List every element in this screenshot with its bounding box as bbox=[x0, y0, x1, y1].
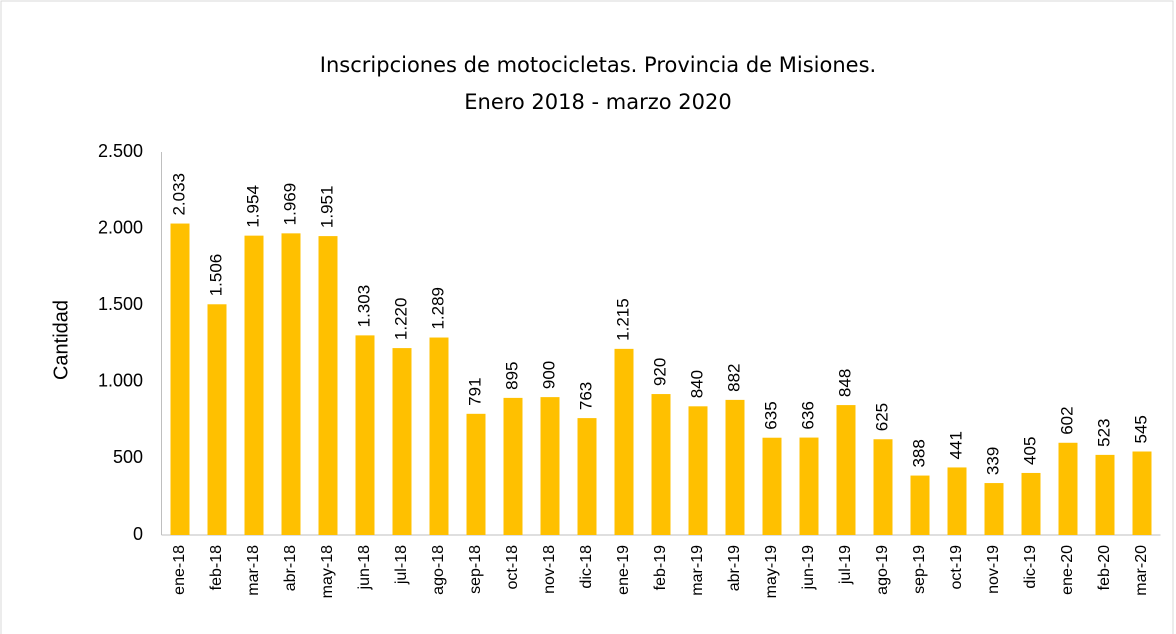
data-label: 1.951 bbox=[317, 186, 336, 229]
x-tick-label: abr-18 bbox=[282, 545, 299, 591]
bar bbox=[1021, 472, 1041, 535]
x-tick-label: mar-18 bbox=[245, 545, 262, 596]
x-tick-label: ago-19 bbox=[874, 545, 891, 595]
data-label: 405 bbox=[1020, 437, 1039, 465]
x-tick-label: may-18 bbox=[319, 545, 336, 598]
bar bbox=[947, 467, 967, 535]
y-tick-label: 500 bbox=[113, 447, 143, 467]
data-label: 1.289 bbox=[428, 287, 447, 330]
bar bbox=[170, 223, 190, 535]
bar bbox=[984, 483, 1004, 535]
bar bbox=[503, 397, 523, 535]
x-tick-label: ene-19 bbox=[615, 545, 632, 595]
bar bbox=[466, 413, 486, 535]
chart-subtitle: Enero 2018 - marzo 2020 bbox=[464, 90, 732, 114]
x-tick-label: mar-20 bbox=[1133, 545, 1150, 596]
bar bbox=[614, 348, 634, 535]
data-label: 900 bbox=[539, 361, 558, 389]
bar bbox=[540, 397, 560, 535]
x-tick-label: sep-19 bbox=[911, 545, 928, 594]
x-tick-label: dic-18 bbox=[578, 545, 595, 589]
x-tick-label: jul-18 bbox=[393, 545, 410, 585]
data-label: 763 bbox=[576, 382, 595, 410]
data-label: 625 bbox=[872, 403, 891, 431]
data-label: 636 bbox=[798, 401, 817, 429]
chart-title: Inscripciones de motocicletas. Provincia… bbox=[320, 53, 876, 77]
x-tick-label: feb-20 bbox=[1096, 545, 1113, 590]
bar bbox=[355, 335, 375, 535]
data-label: 602 bbox=[1057, 406, 1076, 434]
bar bbox=[244, 235, 264, 535]
data-label: 388 bbox=[909, 439, 928, 467]
bar bbox=[873, 439, 893, 535]
data-label: 840 bbox=[687, 370, 706, 398]
x-tick-label: ago-18 bbox=[430, 545, 447, 595]
data-label: 545 bbox=[1131, 415, 1150, 443]
data-label: 1.969 bbox=[280, 183, 299, 226]
data-label: 1.506 bbox=[206, 254, 225, 297]
data-label: 635 bbox=[761, 401, 780, 429]
data-label: 339 bbox=[983, 447, 1002, 475]
x-tick-label: nov-18 bbox=[541, 545, 558, 594]
y-tick-label: 1.500 bbox=[98, 294, 143, 314]
bar bbox=[318, 236, 338, 535]
data-label: 2.033 bbox=[169, 173, 188, 216]
x-tick-label: mar-19 bbox=[689, 545, 706, 596]
data-label: 1.954 bbox=[243, 185, 262, 228]
x-tick-label: ene-20 bbox=[1059, 545, 1076, 595]
bar bbox=[577, 418, 597, 535]
x-tick-label: ene-18 bbox=[171, 545, 188, 595]
data-label: 920 bbox=[650, 358, 669, 386]
x-tick-label: jun-18 bbox=[356, 545, 373, 591]
bar bbox=[1095, 454, 1115, 535]
x-tick-label: oct-19 bbox=[948, 545, 965, 590]
bar bbox=[207, 304, 227, 535]
data-label: 882 bbox=[724, 364, 743, 392]
x-tick-label: jun-19 bbox=[800, 545, 817, 591]
x-tick-label: nov-19 bbox=[985, 545, 1002, 594]
bar bbox=[725, 399, 745, 535]
y-tick-label: 1.000 bbox=[98, 371, 143, 391]
data-label: 523 bbox=[1094, 419, 1113, 447]
y-tick-label: 2.000 bbox=[98, 217, 143, 237]
bar bbox=[651, 394, 671, 535]
bar bbox=[799, 437, 819, 535]
data-label: 791 bbox=[465, 377, 484, 405]
data-label: 1.220 bbox=[391, 298, 410, 341]
x-tick-label: feb-18 bbox=[208, 545, 225, 590]
x-tick-label: feb-19 bbox=[652, 545, 669, 590]
bar bbox=[688, 406, 708, 535]
x-tick-label: oct-18 bbox=[504, 545, 521, 590]
data-label: 1.215 bbox=[613, 298, 632, 341]
y-axis-label: Cantidad bbox=[50, 300, 72, 380]
bar bbox=[762, 437, 782, 535]
bar bbox=[281, 233, 301, 536]
bar bbox=[429, 337, 449, 535]
x-tick-label: abr-19 bbox=[726, 545, 743, 591]
data-label: 1.303 bbox=[354, 285, 373, 328]
bar bbox=[836, 405, 856, 535]
bar bbox=[1132, 451, 1152, 535]
bar bbox=[1058, 442, 1078, 535]
bar bbox=[392, 348, 412, 535]
y-tick-label: 2.500 bbox=[98, 141, 143, 161]
x-tick-label: sep-18 bbox=[467, 545, 484, 594]
data-label: 441 bbox=[946, 431, 965, 459]
data-label: 895 bbox=[502, 362, 521, 390]
x-tick-label: dic-19 bbox=[1022, 545, 1039, 589]
y-tick-label: 0 bbox=[133, 524, 143, 544]
x-tick-label: may-19 bbox=[763, 545, 780, 598]
x-tick-label: jul-19 bbox=[837, 545, 854, 585]
bar bbox=[910, 475, 930, 535]
data-label: 848 bbox=[835, 369, 854, 397]
